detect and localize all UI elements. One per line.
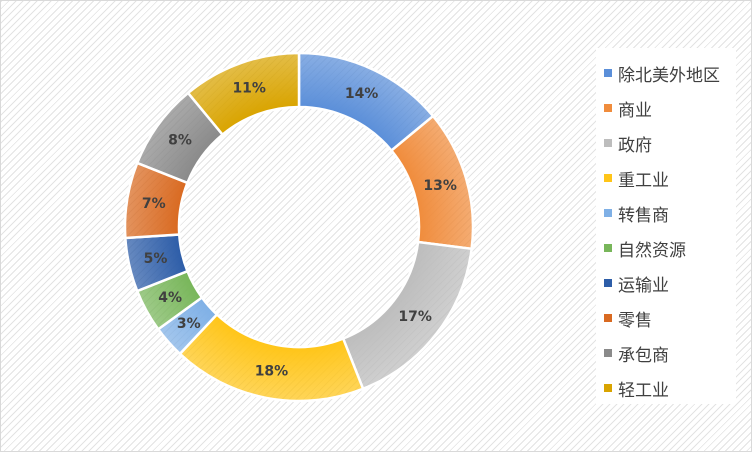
legend-label: 商业 — [618, 100, 652, 121]
legend-swatch — [604, 349, 612, 357]
slice-label: 4% — [158, 290, 182, 306]
legend-item: 商业 — [604, 93, 652, 123]
slice-label: 7% — [142, 196, 166, 212]
slice-label: 18% — [255, 363, 289, 379]
slice-label: 14% — [345, 86, 379, 102]
legend-label: 重工业 — [618, 170, 669, 191]
legend-swatch — [604, 384, 612, 392]
legend-swatch — [604, 174, 612, 182]
legend-item: 运输业 — [604, 268, 669, 298]
legend-label: 运输业 — [618, 275, 669, 296]
legend-swatch — [604, 314, 612, 322]
legend-label: 政府 — [618, 135, 652, 156]
legend-item: 零售 — [604, 303, 652, 333]
legend-label: 零售 — [618, 310, 652, 331]
legend-item: 轻工业 — [604, 373, 669, 403]
legend-item: 转售商 — [604, 198, 669, 228]
slice-label: 3% — [177, 316, 201, 332]
donut-slice — [178, 312, 365, 403]
slice-label: 13% — [423, 178, 457, 194]
legend-swatch — [604, 139, 612, 147]
slice-labels: 14% 13% 17% 18% 3% 4% 5% 7% 8% 11% — [142, 81, 457, 380]
legend-label: 轻工业 — [618, 380, 669, 401]
legend-item: 承包商 — [604, 338, 669, 368]
legend-label: 转售商 — [618, 205, 669, 226]
donut-slices — [123, 51, 475, 403]
donut-slice — [186, 51, 301, 137]
legend-item: 除北美外地区 — [604, 58, 720, 88]
legend-item: 重工业 — [604, 163, 669, 193]
slice-label: 5% — [144, 251, 168, 267]
legend-label: 承包商 — [618, 345, 669, 366]
legend-item: 自然资源 — [604, 233, 686, 263]
legend-item: 政府 — [604, 128, 652, 158]
legend: 除北美外地区 商业 政府 重工业 转售商 自然资源 运输业 零售 承包商 轻工业 — [596, 48, 736, 404]
legend-swatch — [604, 279, 612, 287]
legend-label: 自然资源 — [618, 240, 686, 261]
slice-label: 17% — [398, 309, 432, 325]
legend-swatch — [604, 209, 612, 217]
legend-swatch — [604, 244, 612, 252]
legend-swatch — [604, 69, 612, 77]
slice-label: 11% — [232, 81, 266, 97]
legend-swatch — [604, 104, 612, 112]
slice-label: 8% — [168, 133, 192, 149]
legend-label: 除北美外地区 — [618, 65, 720, 86]
